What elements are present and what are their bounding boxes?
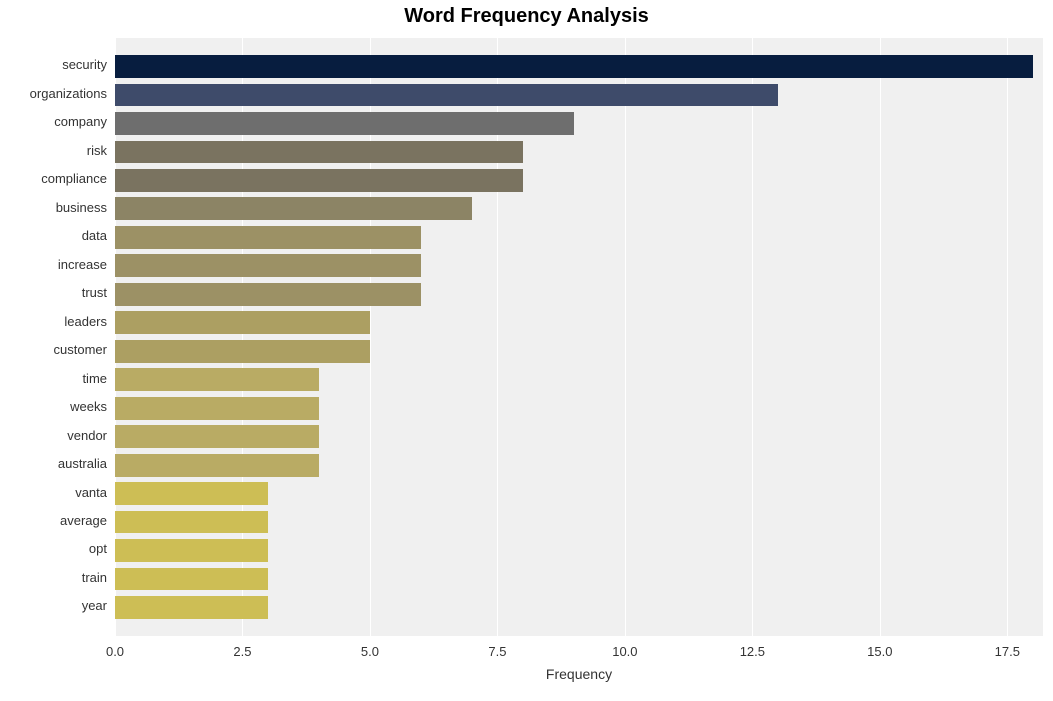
plot-area [115, 38, 1043, 636]
bar-row [115, 454, 1043, 477]
y-tick-label: average [60, 513, 107, 528]
bar [115, 454, 319, 477]
bar-row [115, 55, 1043, 78]
bar-row [115, 482, 1043, 505]
bar-row [115, 539, 1043, 562]
bar-row [115, 368, 1043, 391]
bar [115, 112, 574, 135]
y-tick-label: customer [54, 342, 107, 357]
bar-row [115, 141, 1043, 164]
x-tick-label: 17.5 [995, 644, 1020, 659]
x-tick-label: 15.0 [867, 644, 892, 659]
y-tick-label: year [82, 598, 107, 613]
y-tick-label: organizations [30, 86, 107, 101]
bar [115, 197, 472, 220]
y-tick-label: australia [58, 456, 107, 471]
bar [115, 169, 523, 192]
chart-container: Word Frequency Analysis security organiza… [0, 0, 1053, 701]
bar [115, 425, 319, 448]
y-tick-label: risk [87, 143, 107, 158]
y-tick-label: leaders [64, 314, 107, 329]
bar [115, 84, 778, 107]
bar [115, 283, 421, 306]
bar [115, 311, 370, 334]
x-tick-label: 0.0 [106, 644, 124, 659]
y-tick-label: train [82, 570, 107, 585]
y-tick-label: opt [89, 541, 107, 556]
bar [115, 340, 370, 363]
y-tick-label: vanta [75, 485, 107, 500]
bar-row [115, 84, 1043, 107]
y-tick-label: time [82, 371, 107, 386]
bar-row [115, 568, 1043, 591]
bar [115, 568, 268, 591]
bar-row [115, 226, 1043, 249]
y-tick-label: vendor [67, 428, 107, 443]
bar-row [115, 283, 1043, 306]
bar-row [115, 340, 1043, 363]
bar [115, 226, 421, 249]
bar-row [115, 511, 1043, 534]
bar [115, 55, 1033, 78]
bar [115, 254, 421, 277]
y-tick-label: security [62, 57, 107, 72]
y-tick-label: increase [58, 257, 107, 272]
bar-row [115, 596, 1043, 619]
y-tick-label: trust [82, 285, 107, 300]
y-tick-label: weeks [70, 399, 107, 414]
x-tick-label: 2.5 [233, 644, 251, 659]
y-tick-label: data [82, 228, 107, 243]
bar-row [115, 254, 1043, 277]
chart-title: Word Frequency Analysis [0, 5, 1053, 28]
bar-row [115, 425, 1043, 448]
bar [115, 511, 268, 534]
bar [115, 482, 268, 505]
y-tick-label: business [56, 200, 107, 215]
bar [115, 368, 319, 391]
bar-row [115, 112, 1043, 135]
bar-row [115, 169, 1043, 192]
x-tick-label: 7.5 [488, 644, 506, 659]
bar [115, 539, 268, 562]
bar-row [115, 311, 1043, 334]
bar-row [115, 397, 1043, 420]
y-tick-label: compliance [41, 171, 107, 186]
bar-row [115, 197, 1043, 220]
x-tick-label: 5.0 [361, 644, 379, 659]
x-tick-label: 10.0 [612, 644, 637, 659]
y-tick-label: company [54, 114, 107, 129]
bar [115, 141, 523, 164]
bar [115, 397, 319, 420]
x-tick-label: 12.5 [740, 644, 765, 659]
bar [115, 596, 268, 619]
x-axis-label: Frequency [115, 666, 1043, 682]
